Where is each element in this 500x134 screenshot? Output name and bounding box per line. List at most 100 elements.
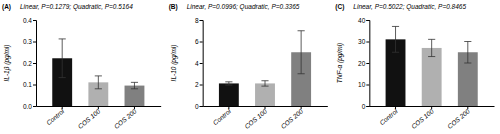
x-tick-label: COS 100 (76, 107, 101, 130)
bar (219, 83, 239, 106)
y-tick-mark (366, 85, 369, 86)
y-tick-mark (200, 42, 203, 43)
y-tick-mark (366, 42, 369, 43)
x-tick-label: COS 200 (279, 107, 304, 130)
bar (255, 83, 275, 106)
y-tick: 6 (195, 38, 203, 45)
x-axis-line (370, 106, 495, 107)
y-axis-title: TNF-α (pg/ml) (336, 43, 344, 84)
y-tick-mark (200, 63, 203, 64)
error-bar (392, 26, 399, 52)
x-axis: Control COS 100 COS 200 (37, 106, 162, 130)
figure: 0.0 0.1 0.2 0.3 0.4 Control COS 100 COS 200 IL-1… (0, 0, 500, 134)
x-tick-mark (431, 106, 432, 109)
error-bar-stem (228, 82, 229, 85)
x-tick-mark (134, 106, 135, 109)
y-tick-mark (33, 85, 36, 86)
y-tick-label: 0.4 (23, 17, 32, 24)
y-tick-mark (366, 106, 369, 107)
error-bar-stem (265, 81, 266, 86)
error-bar-stem (98, 76, 99, 89)
error-bar (464, 42, 471, 64)
error-bar (298, 31, 305, 74)
bar (422, 48, 442, 106)
y-tick-mark (366, 20, 369, 21)
y-tick: 0.1 (23, 81, 36, 88)
y-tick-mark (200, 106, 203, 107)
x-axis: ControlCOS 100COS 200 (370, 106, 495, 130)
y-tick-mark (366, 63, 369, 64)
x-tick-mark (62, 106, 63, 109)
error-bar-cap (261, 86, 268, 87)
x-tick-mark (395, 106, 396, 109)
error-bar-cap (59, 38, 66, 39)
y-tick-label: 0.3 (23, 38, 32, 45)
error-bar-stem (431, 39, 432, 56)
panel: 02468ControlCOS 100COS 200IL-10 (pg/ml)(… (169, 3, 328, 130)
error-bar-stem (301, 31, 302, 74)
error-bar-cap (464, 41, 471, 42)
y-tick: 4 (195, 60, 203, 67)
title: Linear, P=0.0996; Quadratic, P=0.3365 (187, 3, 300, 11)
x-axis: ControlCOS 100COS 200 (203, 106, 328, 130)
error-bar-stem (395, 26, 396, 52)
y-axis-line (366, 21, 370, 107)
title: Linear, P=0.5022; Quadratic, P=0.8465 (353, 3, 466, 11)
x-tick-mark (98, 106, 99, 109)
y-tick: 0 (195, 103, 203, 110)
x-tick-label: COS 200 (446, 107, 471, 130)
x-tick: Control (45, 106, 66, 126)
y-tick-mark (33, 42, 36, 43)
error-bar-cap (298, 30, 305, 31)
y-tick-mark (33, 106, 36, 107)
error-bar (131, 82, 138, 88)
y-tick-label: 10 (358, 81, 366, 88)
title: Linear, P=0.1279; Quadratic, P=0.5164 (20, 3, 133, 11)
error-bar-cap (428, 56, 435, 57)
y-tick: 10 (358, 81, 369, 88)
x-tick-mark (467, 106, 468, 109)
y-axis-title: IL-1β (pg/ml) (3, 45, 11, 82)
x-tick: COS 100 (76, 106, 101, 130)
error-bar-cap (59, 77, 66, 78)
y-tick: 30 (358, 38, 369, 45)
x-tick: COS 200 (279, 106, 304, 130)
x-tick: COS 200 (113, 106, 138, 130)
x-tick-label: Control (378, 107, 399, 126)
x-tick-label: Control (211, 107, 232, 126)
y-tick-label: 2 (195, 81, 199, 88)
y-tick-label: 0.2 (23, 60, 32, 67)
error-bar-cap (95, 75, 102, 76)
plot-area (52, 39, 144, 106)
error-bar (95, 76, 102, 89)
y-tick-label: 0.0 (23, 103, 32, 110)
plot-area (386, 26, 478, 106)
error-bar-stem (467, 42, 468, 64)
y-tick-label: 0.1 (23, 81, 32, 88)
error-bar-cap (464, 63, 471, 64)
x-tick-mark (228, 106, 229, 109)
error-bar (225, 82, 232, 85)
y-tick-label: 0 (362, 103, 366, 110)
error-bar-cap (131, 88, 138, 89)
error-bar-cap (392, 26, 399, 27)
plot-area (219, 31, 311, 106)
panel-label: (B) (169, 3, 178, 11)
x-tick: COS 200 (446, 106, 471, 130)
y-tick-label: 0 (195, 103, 199, 110)
y-tick-label: 6 (195, 38, 199, 45)
y-axis-line (200, 21, 204, 107)
error-bar (59, 39, 66, 78)
y-tick: 0.4 (23, 17, 36, 24)
error-bar-cap (131, 82, 138, 83)
y-tick-mark (33, 20, 36, 21)
y-axis: 010203040 (358, 17, 370, 110)
error-bar-cap (392, 52, 399, 53)
y-axis: 02468 (195, 17, 203, 110)
y-tick: 0.3 (23, 38, 36, 45)
x-tick: Control (211, 106, 232, 126)
y-axis-title: IL-10 (pg/ml) (170, 45, 178, 82)
y-tick-label: 30 (358, 38, 366, 45)
y-axis: 0.0 0.1 0.2 0.3 0.4 (23, 17, 37, 110)
error-bar-cap (95, 88, 102, 89)
